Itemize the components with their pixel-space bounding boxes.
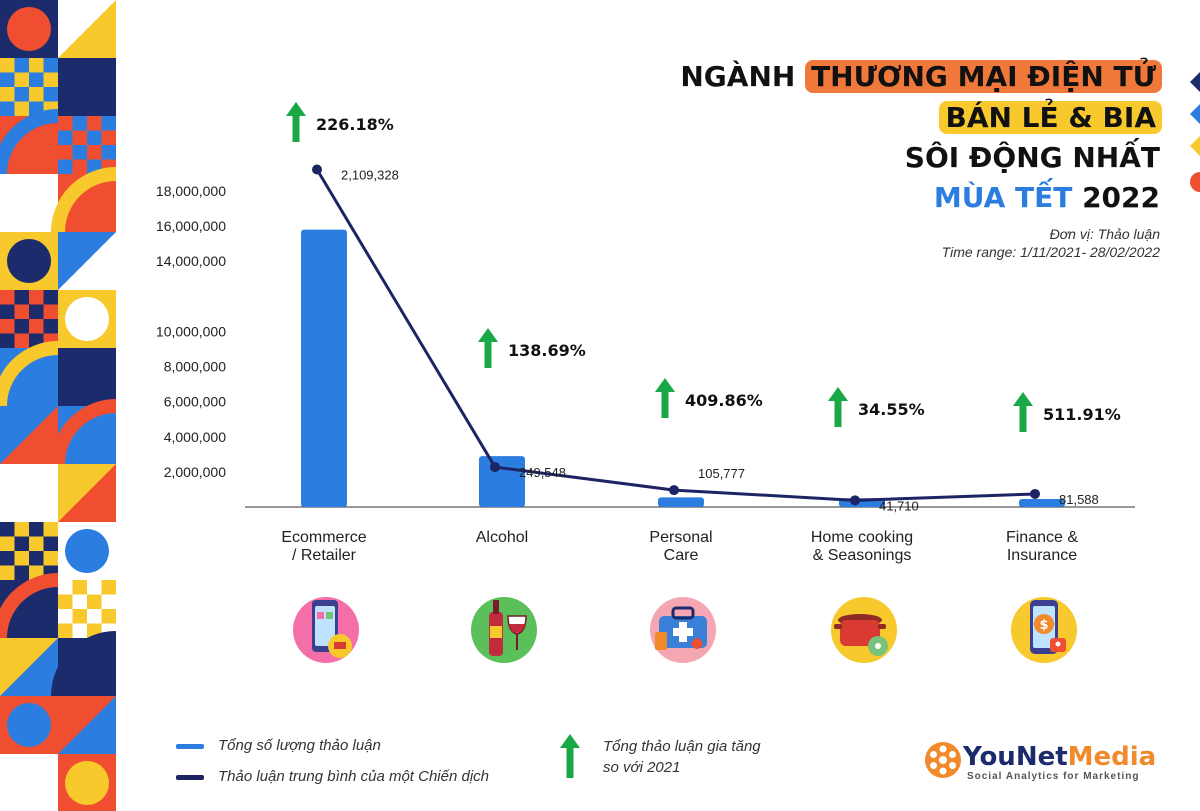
- cooking-pot-icon: [831, 597, 897, 663]
- legend-growth-label-2: so với 2021: [603, 759, 681, 776]
- decorative-pattern-right: [1190, 72, 1200, 192]
- title-prefix: NGÀNH: [680, 60, 796, 93]
- title-season: MÙA TẾT: [933, 181, 1073, 214]
- line-value-label: 2,109,328: [341, 168, 399, 183]
- y-tick-label: 4,000,000: [164, 429, 226, 445]
- category-label: Ecommerce: [281, 529, 366, 546]
- bar: [1019, 499, 1065, 507]
- category-label: & Seasonings: [813, 547, 912, 564]
- category-label: Personal: [649, 529, 712, 546]
- brand-tagline: Social Analytics for Marketing: [967, 771, 1140, 782]
- growth-arrow-icon: [1013, 392, 1033, 432]
- brand-name: YouNetMedia: [963, 742, 1156, 772]
- line-point: [850, 495, 860, 506]
- brand-logo-icon: [925, 742, 961, 778]
- growth-label: 34.55%: [858, 400, 925, 419]
- line-point: [669, 485, 679, 496]
- y-tick-label: 18,000,000: [156, 183, 226, 199]
- svg-text:$: $: [1039, 618, 1048, 633]
- y-tick-label: 16,000,000: [156, 218, 226, 234]
- title-highlight-retail-beer: BÁN LẺ & BIA: [939, 101, 1162, 134]
- growth-label: 511.91%: [1043, 405, 1121, 424]
- unit-label: Đơn vị: Thảo luận: [1049, 226, 1160, 242]
- y-tick-label: 8,000,000: [164, 359, 226, 375]
- category-label: Alcohol: [476, 529, 528, 546]
- growth-label: 409.86%: [685, 391, 763, 410]
- title-line-2: BÁN LẺ & BIA: [939, 101, 1162, 135]
- title-highlight-ecommerce: THƯƠNG MẠI ĐIỆN TỬ: [805, 60, 1162, 93]
- wine-bottle-icon: [471, 597, 537, 663]
- time-range-label: Time range: 1/11/2021- 28/02/2022: [941, 244, 1160, 260]
- y-tick-label: 10,000,000: [156, 323, 226, 339]
- coin-phone-icon: $: [1011, 597, 1077, 663]
- growth-arrow-icon: [828, 387, 848, 427]
- category-label: Care: [664, 547, 699, 564]
- y-tick-label: 14,000,000: [156, 253, 226, 269]
- line-point: [1030, 488, 1040, 499]
- brand-name-part1: YouNet: [963, 742, 1068, 772]
- line-value-label: 41,710: [879, 498, 919, 513]
- category-label: Insurance: [1007, 547, 1077, 564]
- growth-label: 138.69%: [508, 341, 586, 360]
- growth-arrow-icon: [286, 102, 306, 142]
- legend-growth-label-1: Tổng thảo luận gia tăng: [603, 738, 761, 755]
- growth-arrow-icon: [478, 328, 498, 368]
- legend-bar-label: Tổng số lượng thảo luận: [218, 737, 381, 754]
- bar: [658, 497, 704, 507]
- y-tick-label: 2,000,000: [164, 464, 226, 480]
- legend-line-swatch: [176, 775, 204, 780]
- brand-name-part2: Media: [1067, 742, 1157, 772]
- growth-arrow-icon: [655, 378, 675, 418]
- line-point: [490, 462, 500, 473]
- bar: [479, 456, 525, 507]
- phone-shopping-icon: [293, 597, 359, 663]
- y-tick-label: 6,000,000: [164, 394, 226, 410]
- category-label: / Retailer: [292, 547, 357, 564]
- medical-kit-icon: [650, 597, 716, 663]
- decorative-pattern: [0, 0, 116, 811]
- legend-line-label: Thảo luận trung bình của một Chiến dịch: [218, 768, 490, 785]
- brand-logo: YouNetMedia Social Analytics for Marketi…: [923, 740, 1156, 785]
- category-label: Finance &: [1006, 529, 1078, 546]
- title-year: 2022: [1082, 181, 1160, 214]
- line-value-label: 105,777: [698, 466, 745, 481]
- legend-bar-swatch: [176, 744, 204, 749]
- bar: [301, 229, 347, 507]
- line-value-label: 249,548: [519, 465, 566, 480]
- title-line-1: NGÀNH THƯƠNG MẠI ĐIỆN TỬ: [680, 60, 1162, 94]
- line-point: [312, 164, 322, 175]
- legend-growth-arrow-icon: [560, 734, 580, 778]
- title-line-4: MÙA TẾT 2022: [934, 181, 1160, 215]
- category-label: Home cooking: [811, 529, 913, 546]
- line-value-label: 81,588: [1059, 492, 1099, 507]
- growth-label: 226.18%: [316, 115, 394, 134]
- title-line-3: SÔI ĐỘNG NHẤT: [904, 141, 1160, 174]
- average-line: [315, 168, 1036, 502]
